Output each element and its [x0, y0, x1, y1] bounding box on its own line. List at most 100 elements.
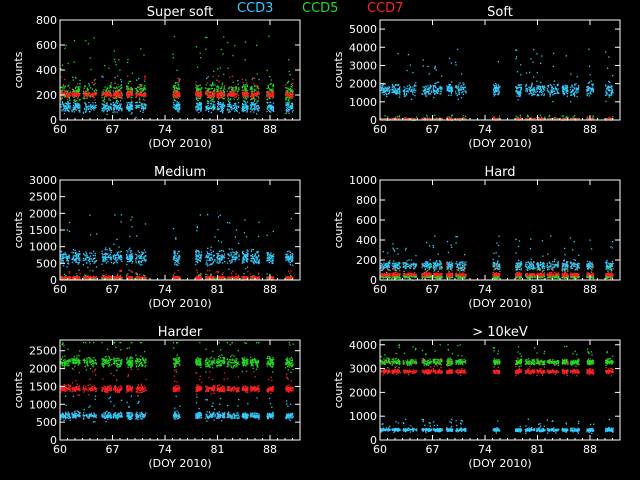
data-point [106, 110, 108, 113]
data-point [525, 88, 527, 90]
data-point [570, 94, 572, 96]
data-point [384, 89, 386, 91]
data-point [252, 102, 254, 104]
data-point [107, 92, 109, 94]
data-point [286, 107, 288, 110]
data-point [494, 86, 497, 88]
data-point [139, 84, 141, 86]
data-point [139, 99, 141, 101]
data-point [549, 83, 552, 86]
data-point [577, 88, 579, 90]
data-point [127, 89, 129, 91]
data-point [60, 68, 62, 70]
data-point [290, 105, 292, 107]
data-point [550, 89, 552, 92]
data-point [515, 58, 517, 60]
data-point [109, 94, 111, 96]
data-point [68, 110, 70, 113]
data-point [451, 81, 453, 83]
data-point [231, 91, 233, 93]
data-point [84, 85, 86, 87]
data-point [110, 95, 112, 97]
data-point [538, 88, 540, 90]
data-point [77, 92, 79, 94]
data-point [229, 106, 231, 108]
data-point [448, 116, 451, 119]
data-point [267, 95, 269, 97]
data-point [84, 86, 86, 88]
data-point [384, 87, 386, 89]
data-point [536, 91, 538, 93]
data-point [121, 91, 123, 93]
data-point [241, 78, 244, 81]
data-point [102, 90, 104, 92]
data-point [85, 40, 87, 42]
data-point [128, 95, 130, 97]
data-point [567, 92, 569, 95]
data-point [223, 97, 226, 99]
data-point [254, 100, 256, 102]
data-point [212, 92, 214, 94]
data-point [272, 86, 274, 88]
data-point [74, 108, 76, 111]
data-point [138, 106, 141, 109]
data-point [228, 102, 230, 104]
data-point [268, 95, 270, 98]
data-point [269, 83, 271, 86]
data-point [66, 108, 69, 110]
data-point [397, 84, 399, 87]
data-point [498, 89, 500, 91]
data-point [540, 62, 542, 64]
data-point [196, 93, 198, 95]
data-point [244, 89, 247, 91]
data-point [115, 90, 117, 92]
data-point [211, 87, 214, 90]
data-point [66, 109, 68, 111]
data-point [519, 95, 521, 98]
data-point [218, 95, 220, 97]
data-point [177, 77, 179, 79]
data-point [218, 81, 220, 83]
data-point [229, 92, 231, 94]
data-point [83, 91, 85, 93]
data-point [286, 87, 288, 89]
data-point [143, 107, 146, 110]
data-point [95, 92, 98, 94]
data-point [128, 88, 130, 90]
data-point [113, 58, 116, 60]
data-point [439, 93, 441, 95]
data-point [288, 108, 291, 111]
data-point [608, 86, 610, 88]
data-point [173, 85, 176, 88]
data-point [228, 109, 230, 111]
data-point [131, 108, 133, 111]
data-point [267, 86, 270, 88]
data-point [285, 98, 287, 100]
data-point [229, 86, 231, 89]
data-point [195, 84, 197, 86]
data-point [110, 82, 112, 84]
data-point [232, 104, 234, 107]
data-point [256, 94, 259, 96]
data-point [531, 82, 533, 84]
data-point [272, 96, 274, 98]
data-point [103, 104, 105, 106]
data-point [286, 103, 288, 105]
data-point [269, 88, 271, 90]
data-point [95, 92, 97, 94]
data-point [199, 84, 201, 86]
data-point [105, 91, 107, 93]
data-point [95, 94, 97, 96]
data-point [83, 92, 85, 94]
data-point [227, 109, 229, 111]
data-point [218, 108, 220, 110]
y-tick-label: 600 [36, 39, 57, 52]
data-point [232, 55, 234, 57]
data-point [451, 87, 454, 89]
data-point [244, 92, 247, 95]
data-point [524, 90, 527, 92]
data-point [200, 91, 203, 93]
data-point [236, 110, 238, 112]
data-point [78, 93, 80, 95]
data-point [460, 84, 462, 87]
